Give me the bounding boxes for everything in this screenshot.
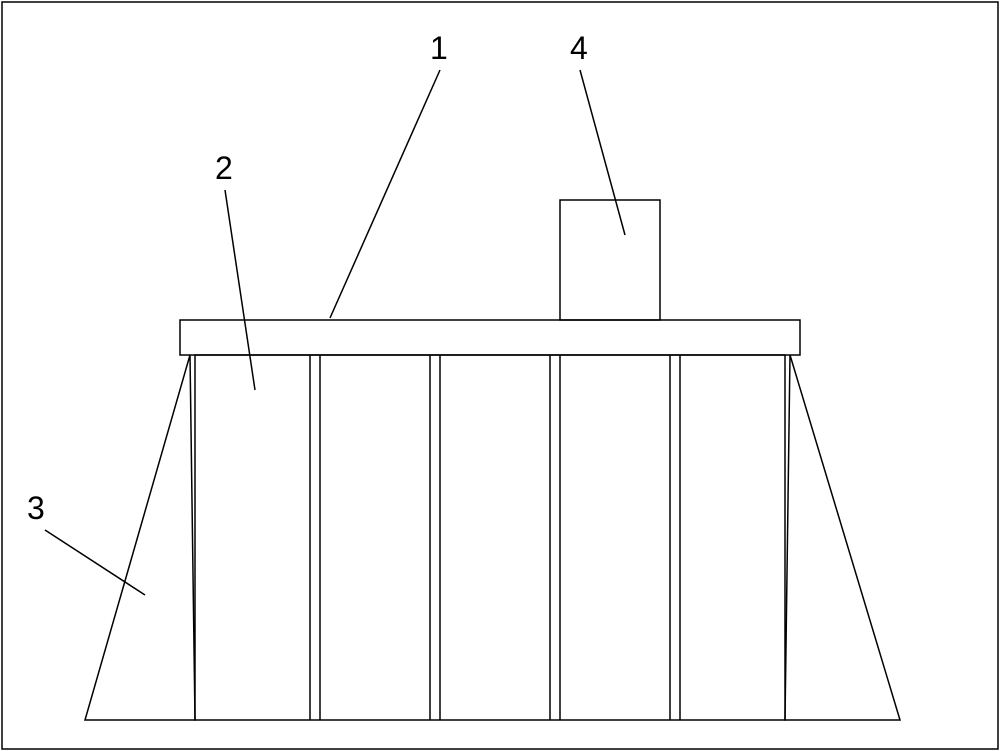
- leader-line-2: [225, 190, 255, 390]
- chimney-block: [560, 200, 660, 320]
- callout-label-4: 4: [570, 30, 588, 67]
- leader-line-4: [580, 70, 625, 235]
- diagram-svg: [0, 0, 1000, 751]
- diagram-canvas: 1 2 3 4: [0, 0, 1000, 751]
- callout-label-2: 2: [215, 150, 233, 187]
- leader-line-1: [330, 70, 440, 318]
- outer-frame: [2, 2, 998, 749]
- callout-label-3: 3: [27, 490, 45, 527]
- left-support: [85, 355, 195, 720]
- panel-body: [195, 355, 785, 720]
- callout-label-1: 1: [430, 30, 448, 67]
- top-plate: [180, 320, 800, 355]
- right-support: [785, 355, 900, 720]
